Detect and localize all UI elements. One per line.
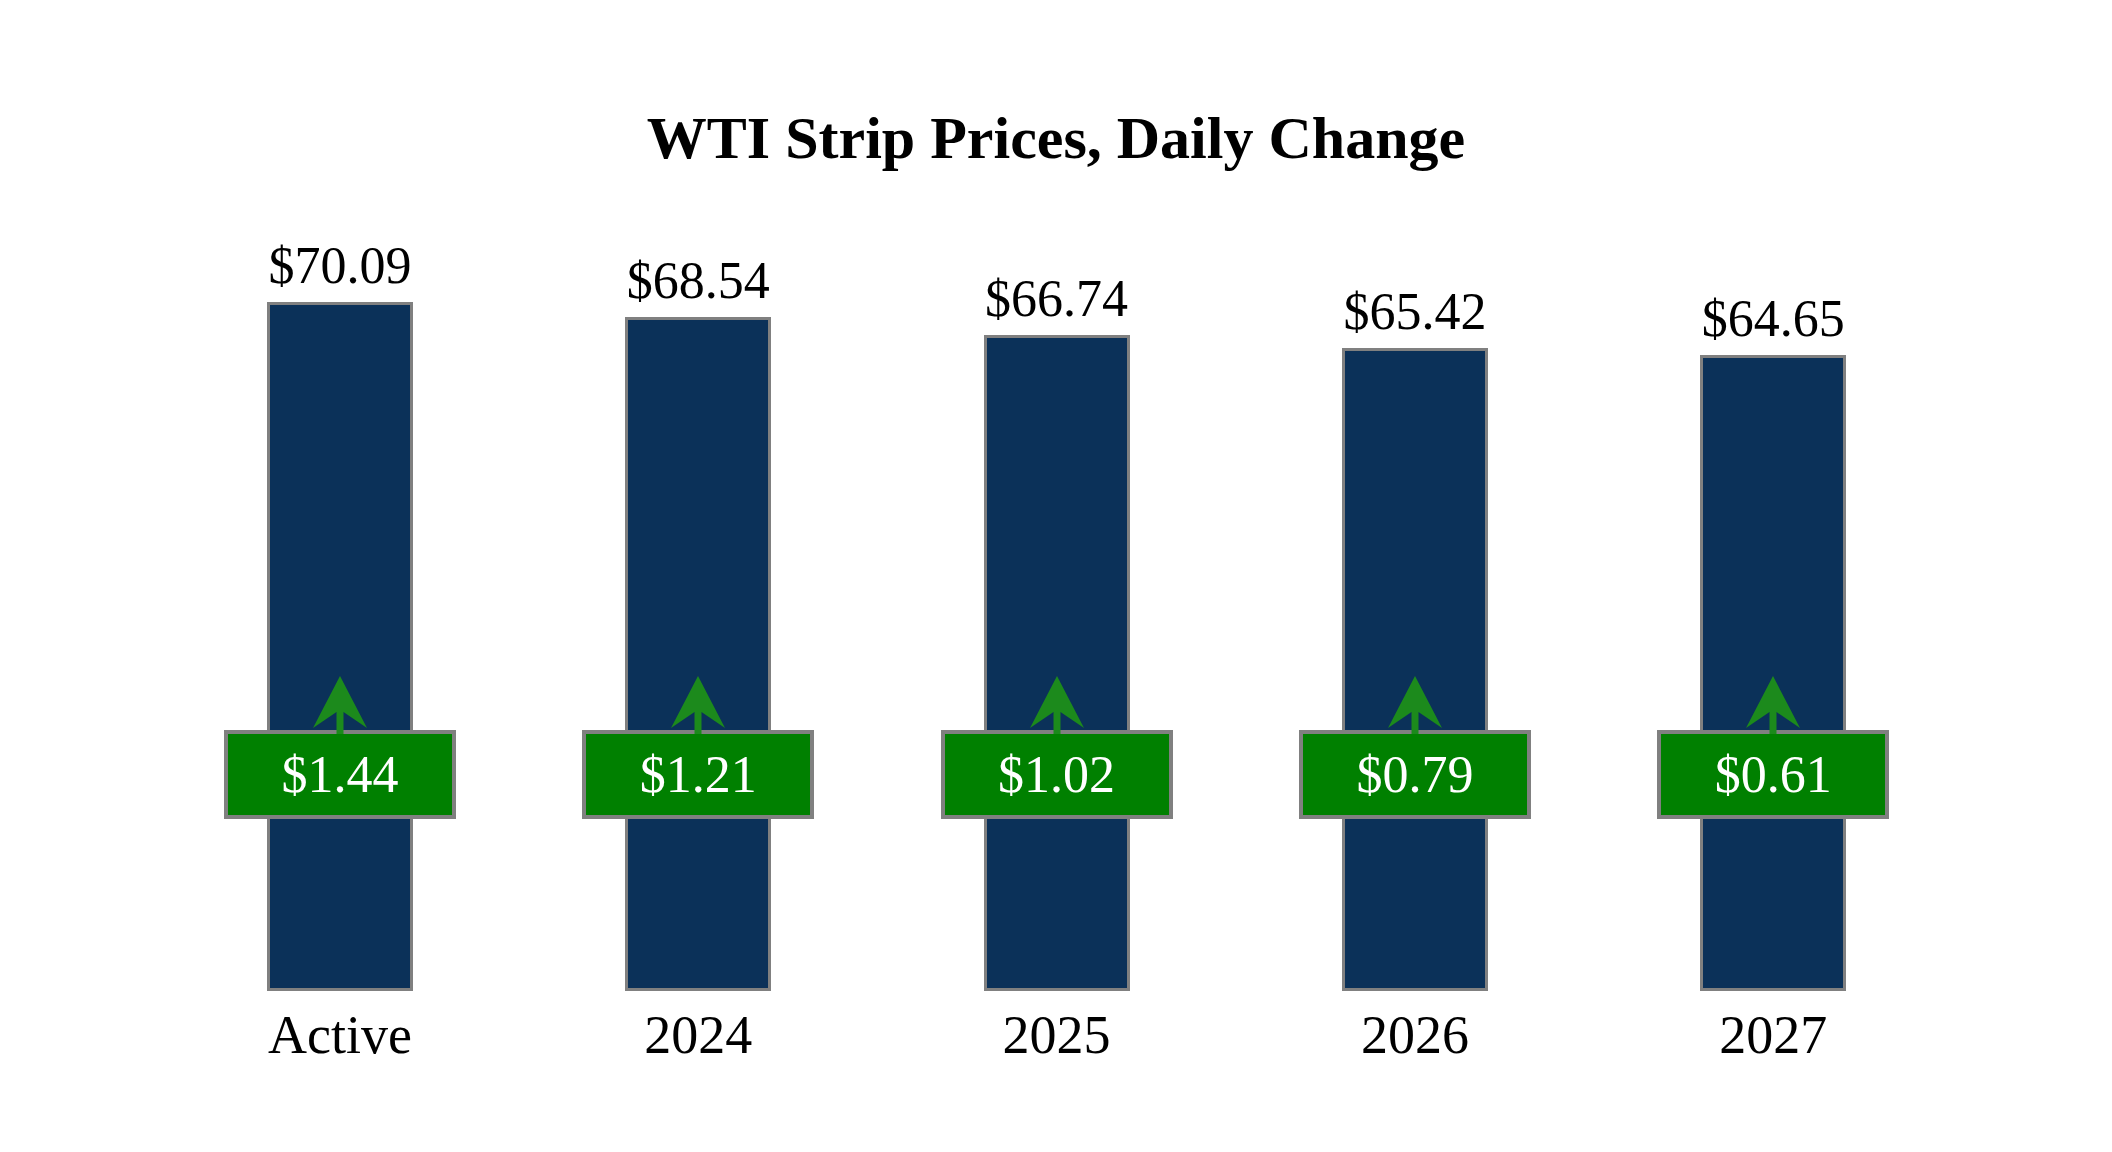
price-bar bbox=[1342, 348, 1488, 991]
price-bar bbox=[1700, 355, 1846, 991]
daily-change-value: $1.21 bbox=[640, 746, 757, 803]
price-bar bbox=[267, 302, 413, 991]
daily-change-value: $1.44 bbox=[282, 746, 399, 803]
price-bar bbox=[984, 335, 1130, 991]
daily-change-badge: $1.02 bbox=[941, 730, 1173, 819]
category-label: 2026 bbox=[1255, 1006, 1575, 1064]
increase-arrow-icon bbox=[312, 676, 368, 734]
price-value-label: $64.65 bbox=[1613, 291, 1933, 347]
daily-change-badge: $1.44 bbox=[224, 730, 456, 819]
increase-arrow-icon bbox=[670, 676, 726, 734]
price-value-label: $68.54 bbox=[538, 253, 858, 309]
increase-arrow-icon bbox=[1387, 676, 1443, 734]
increase-arrow-icon bbox=[1029, 676, 1085, 734]
category-label: 2024 bbox=[538, 1006, 858, 1064]
increase-arrow-icon bbox=[1745, 676, 1801, 734]
daily-change-value: $0.79 bbox=[1356, 746, 1473, 803]
chart-title: WTI Strip Prices, Daily Change bbox=[0, 104, 2112, 173]
category-label: 2027 bbox=[1613, 1006, 1933, 1064]
price-value-label: $66.74 bbox=[897, 271, 1217, 327]
price-value-label: $65.42 bbox=[1255, 284, 1575, 340]
price-value-label: $70.09 bbox=[180, 238, 500, 294]
category-label: 2025 bbox=[897, 1006, 1217, 1064]
daily-change-badge: $0.79 bbox=[1299, 730, 1531, 819]
category-label: Active bbox=[180, 1006, 500, 1064]
daily-change-value: $1.02 bbox=[998, 746, 1115, 803]
daily-change-value: $0.61 bbox=[1715, 746, 1832, 803]
wti-strip-price-chart: WTI Strip Prices, Daily Change $70.09 $1.… bbox=[0, 0, 2112, 1152]
price-bar bbox=[625, 317, 771, 991]
daily-change-badge: $0.61 bbox=[1657, 730, 1889, 819]
daily-change-badge: $1.21 bbox=[582, 730, 814, 819]
